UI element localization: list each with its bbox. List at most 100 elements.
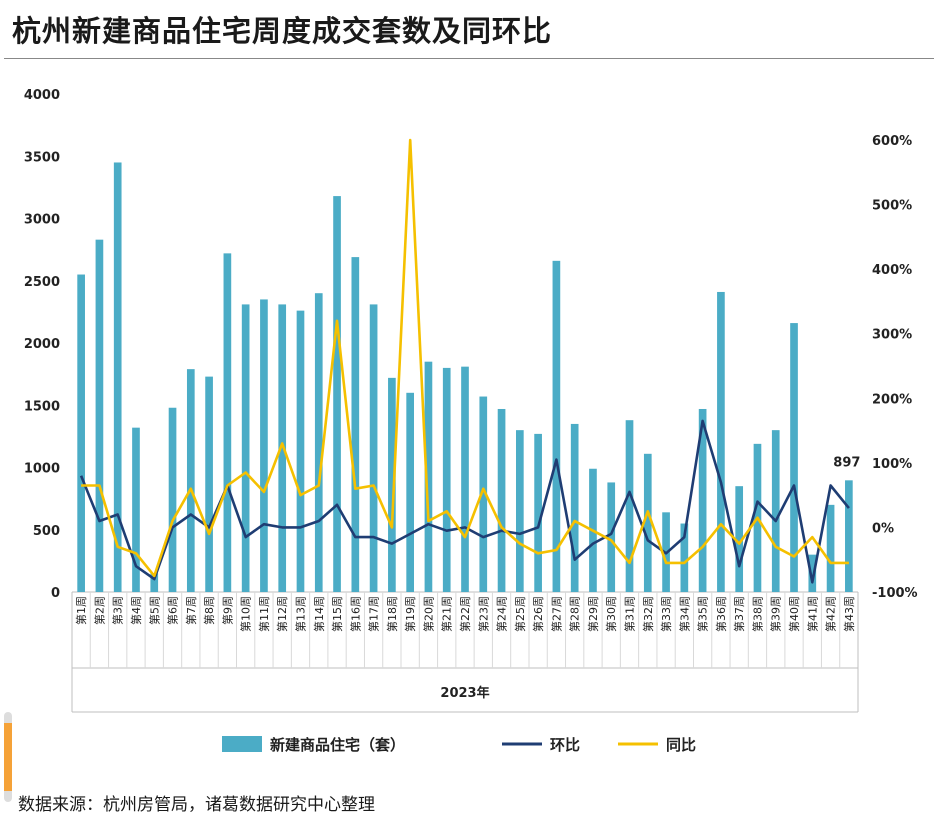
x-tick-label: 第14周	[312, 596, 326, 632]
bar	[260, 299, 268, 592]
x-tick-label: 第17周	[367, 596, 381, 632]
bar	[790, 323, 798, 592]
left-axis-tick-label: 2500	[24, 275, 60, 290]
x-tick-label: 第22周	[458, 596, 472, 632]
x-tick-label: 第13周	[293, 596, 307, 632]
bar	[826, 504, 835, 592]
x-tick-label: 第20周	[421, 596, 435, 632]
x-tick-label: 第15周	[330, 596, 344, 632]
bar	[680, 523, 689, 592]
x-tick-label: 第36周	[714, 596, 728, 632]
bar	[625, 420, 634, 592]
right-axis-tick-label: 300%	[872, 328, 912, 343]
bar	[132, 427, 140, 592]
x-tick-label: 第32周	[641, 596, 655, 632]
legend-label-mom: 环比	[550, 736, 580, 754]
bar	[845, 480, 853, 592]
bar	[607, 482, 616, 592]
title-divider	[4, 58, 934, 59]
x-tick-label: 第38周	[750, 596, 764, 632]
x-tick-label: 第41周	[805, 596, 819, 632]
bar	[534, 433, 542, 592]
scrollbar[interactable]	[4, 712, 12, 802]
x-tick-label: 第29周	[586, 596, 600, 632]
bar	[186, 369, 195, 592]
x-tick-label: 第37周	[732, 596, 746, 632]
left-axis-tick-label: 3000	[24, 213, 60, 228]
left-axis-tick-label: 3500	[24, 150, 60, 165]
right-axis-tick-label: 600%	[872, 134, 912, 149]
bar	[698, 408, 707, 592]
bar	[241, 304, 250, 592]
x-tick-label: 第40周	[787, 596, 801, 632]
bar	[223, 253, 232, 593]
bar	[77, 274, 85, 592]
x-tick-label: 第9周	[220, 596, 234, 625]
x-tick-label: 第10周	[239, 596, 253, 632]
bar	[442, 367, 451, 592]
x-tick-label: 第33周	[659, 596, 673, 632]
yoy-series-line	[81, 138, 849, 578]
x-tick-label: 第18周	[385, 596, 399, 632]
right-axis-tick-label: -100%	[872, 586, 918, 601]
x-tick-label: 第43周	[842, 596, 856, 632]
x-tick-label: 第6周	[166, 596, 180, 625]
bar	[314, 293, 323, 592]
x-tick-label: 第21周	[440, 596, 454, 632]
right-axis-tick-label: 500%	[872, 199, 912, 214]
x-tick-label: 第34周	[677, 596, 691, 632]
right-axis-tick-label: 200%	[872, 392, 912, 407]
x-tick-label: 第3周	[111, 596, 125, 625]
legend-label-yoy: 同比	[666, 736, 696, 754]
left-axis-tick-label: 500	[33, 524, 60, 539]
x-tick-label: 第42周	[824, 596, 838, 632]
bar	[205, 376, 213, 592]
bar	[570, 423, 579, 592]
right-axis-tick-label: 400%	[872, 263, 912, 278]
x-tick-label: 第23周	[476, 596, 490, 632]
x-tick-label: 第31周	[623, 596, 637, 632]
left-axis-tick-label: 1500	[24, 399, 60, 414]
bar	[643, 453, 652, 592]
bar	[479, 396, 488, 592]
left-axis-tick-label: 2000	[24, 337, 60, 352]
x-tick-label: 第8周	[202, 596, 216, 625]
mom-series-line	[79, 419, 850, 584]
x-tick-label: 第26周	[531, 596, 545, 632]
bar	[333, 196, 341, 592]
legend-label-bar: 新建商品住宅（套）	[270, 736, 405, 754]
bar	[296, 310, 305, 592]
chart-title: 杭州新建商品住宅周度成交套数及同环比	[12, 14, 553, 48]
bar	[808, 554, 817, 592]
bar	[278, 304, 287, 592]
bar	[351, 257, 360, 592]
x-tick-label: 第16周	[348, 596, 362, 632]
bar	[113, 162, 122, 592]
bar	[552, 260, 561, 592]
bar	[771, 430, 780, 592]
bar	[735, 486, 744, 592]
x-tick-label: 第7周	[184, 596, 198, 625]
bar	[150, 573, 159, 592]
left-axis-tick-label: 4000	[24, 88, 60, 103]
data-source-note: 数据来源：杭州房管局，诸葛数据研究中心整理	[18, 795, 375, 815]
right-axis-tick-label: 100%	[872, 457, 912, 472]
bar	[369, 304, 378, 592]
x-tick-label: 第30周	[604, 596, 618, 632]
right-axis-tick-label: 0%	[872, 521, 894, 536]
x-axis-label: 2023年	[440, 685, 489, 701]
x-tick-label: 第27周	[549, 596, 563, 632]
bar	[424, 361, 433, 592]
data-label: 897	[833, 455, 860, 470]
bar	[168, 407, 177, 592]
x-tick-label: 第5周	[147, 596, 161, 625]
x-tick-label: 第1周	[74, 596, 88, 625]
x-tick-label: 第28周	[568, 596, 582, 632]
legend-swatch-bar	[222, 736, 262, 752]
left-axis-tick-label: 0	[51, 586, 60, 601]
x-tick-label: 第35周	[696, 596, 710, 632]
x-tick-label: 第4周	[129, 596, 143, 625]
x-tick-label: 第12周	[275, 596, 289, 632]
bar	[717, 291, 725, 592]
x-tick-label: 第19周	[403, 596, 417, 632]
